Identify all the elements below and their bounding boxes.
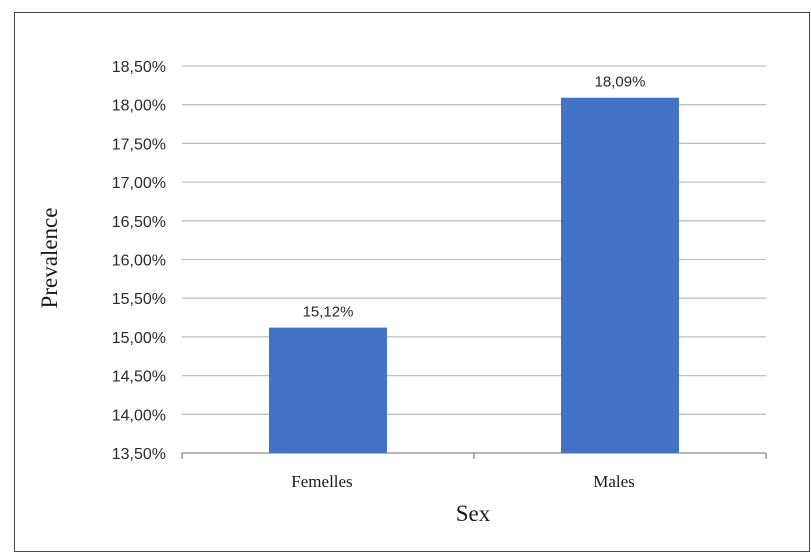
y-axis-title: Prevalence xyxy=(37,208,62,309)
y-tick-label: 18,50% xyxy=(112,59,166,76)
y-tick-label: 14,50% xyxy=(112,369,166,386)
y-tick-label: 17,00% xyxy=(112,175,166,192)
data-label: 15,12% xyxy=(303,304,354,321)
y-tick-label: 16,50% xyxy=(112,214,166,231)
x-tick-label: Femelles xyxy=(291,472,352,491)
x-axis-title: Sex xyxy=(456,501,491,526)
y-tick-label: 15,00% xyxy=(112,330,166,347)
x-axis: Femelles Males xyxy=(181,453,767,491)
data-label: 18,09% xyxy=(595,74,646,91)
y-tick-label: 14,00% xyxy=(112,407,166,424)
y-tick-label: 17,50% xyxy=(112,136,166,153)
y-tick-label: 18,00% xyxy=(112,98,166,115)
bar-femelles xyxy=(269,327,387,453)
x-tick-label: Males xyxy=(593,472,635,491)
y-tick-label: 13,50% xyxy=(112,446,166,463)
y-tick-label: 15,50% xyxy=(112,291,166,308)
bars xyxy=(269,97,679,453)
y-tick-labels: 13,50% 14,00% 14,50% 15,00% 15,50% 16,00% 16,5… xyxy=(112,59,166,463)
y-tick-label: 16,00% xyxy=(112,253,166,270)
data-labels: 15,12% 18,09% xyxy=(303,74,646,321)
bar-males xyxy=(561,97,679,453)
